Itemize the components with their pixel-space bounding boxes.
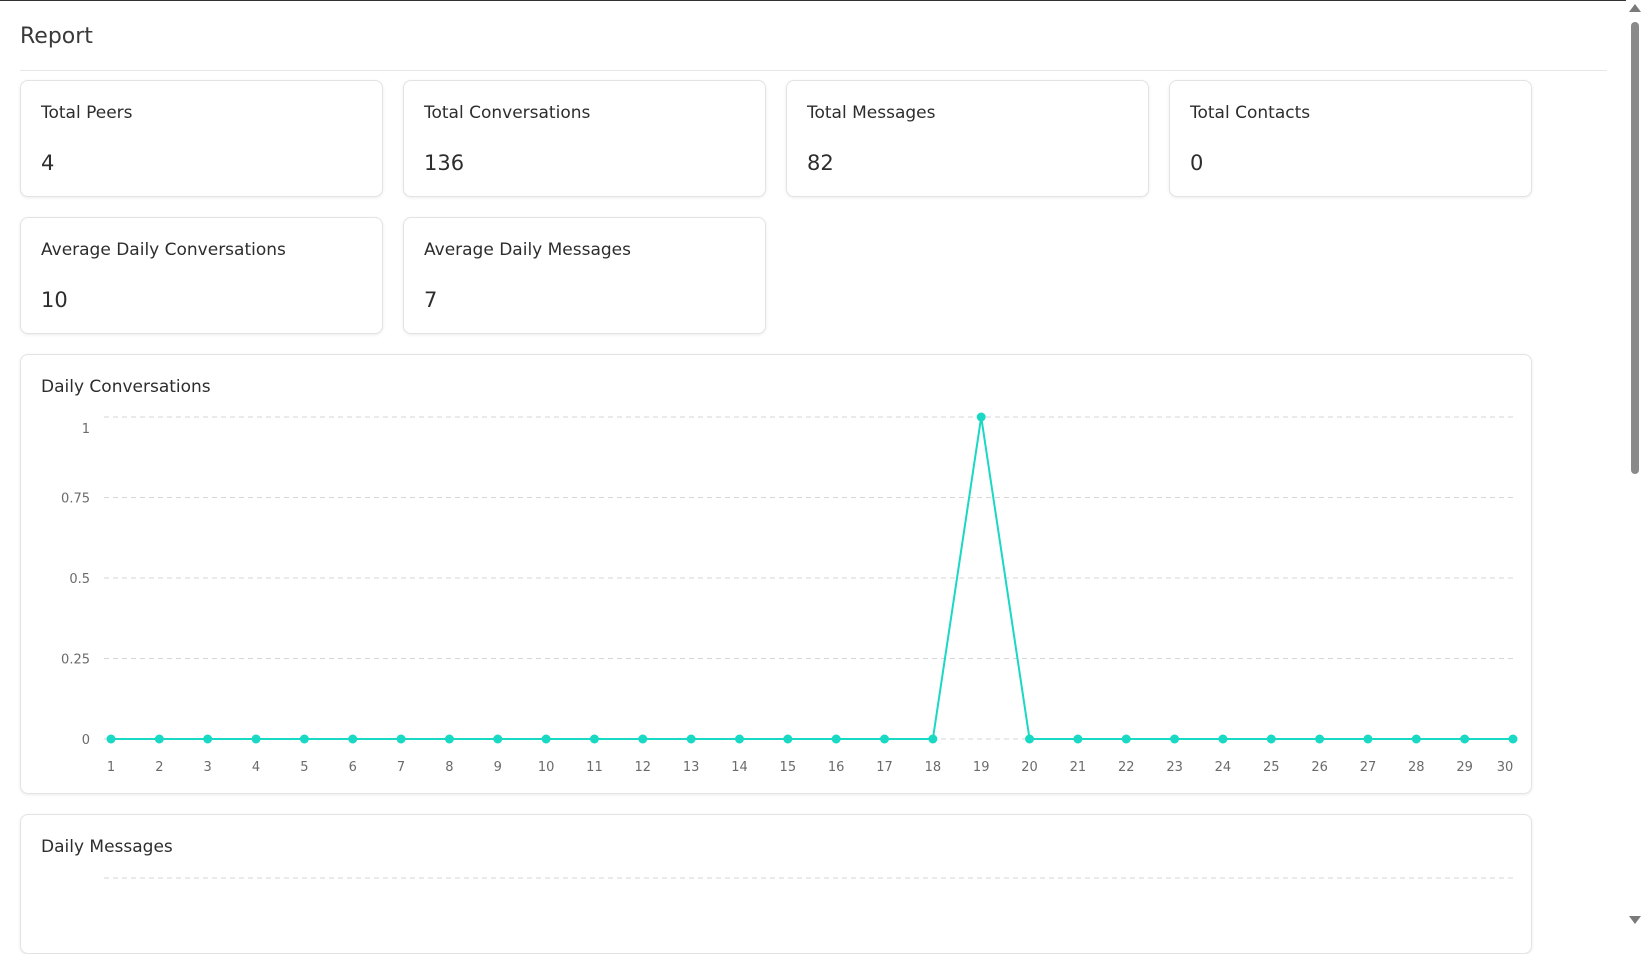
x-tick-label: 28	[1408, 760, 1425, 775]
y-tick-label: 0.75	[61, 492, 90, 507]
data-point	[1121, 734, 1131, 744]
x-tick-label: 3	[204, 760, 212, 775]
data-point	[106, 734, 116, 744]
data-point	[396, 734, 406, 744]
x-tick-label: 19	[973, 760, 990, 775]
data-point	[1508, 734, 1518, 744]
stat-value: 4	[41, 151, 55, 175]
data-point	[493, 734, 503, 744]
x-tick-label: 25	[1263, 760, 1280, 775]
chart-title: Daily Conversations	[41, 377, 211, 397]
x-tick-label: 14	[731, 760, 748, 775]
x-tick-label: 2	[155, 760, 163, 775]
stat-label: Average Daily Messages	[424, 240, 631, 260]
data-point	[638, 734, 648, 744]
page-title: Report	[20, 24, 93, 49]
y-tick-label: 0.25	[61, 653, 90, 668]
x-tick-label: 9	[494, 760, 502, 775]
stat-value: 82	[807, 151, 834, 175]
x-tick-label: 7	[397, 760, 405, 775]
x-tick-label: 13	[683, 760, 700, 775]
data-point	[154, 734, 164, 744]
data-point	[1025, 734, 1035, 744]
x-tick-label: 20	[1021, 760, 1038, 775]
data-point	[1363, 734, 1373, 744]
x-tick-label: 15	[780, 760, 797, 775]
x-tick-label: 24	[1215, 760, 1232, 775]
stat-card-total-messages: Total Messages 82	[786, 80, 1149, 197]
stat-label: Average Daily Conversations	[41, 240, 286, 260]
x-tick-label: 18	[925, 760, 942, 775]
x-tick-label: 12	[635, 760, 652, 775]
scroll-up-arrow-icon[interactable]	[1629, 4, 1641, 12]
data-point	[203, 734, 213, 744]
data-point	[928, 734, 938, 744]
data-point	[734, 734, 744, 744]
data-point	[1315, 734, 1325, 744]
x-tick-label: 23	[1166, 760, 1183, 775]
stat-card-avg-daily-conversations: Average Daily Conversations 10	[20, 217, 383, 334]
data-point	[976, 412, 986, 422]
data-point	[251, 734, 261, 744]
x-tick-label: 11	[586, 760, 603, 775]
stat-label: Total Messages	[807, 103, 936, 123]
stat-card-total-contacts: Total Contacts 0	[1169, 80, 1532, 197]
data-point	[880, 734, 890, 744]
stat-value: 10	[41, 288, 68, 312]
data-point	[541, 734, 551, 744]
scroll-down-arrow-icon[interactable]	[1629, 916, 1641, 924]
x-tick-label: 27	[1360, 760, 1377, 775]
x-tick-label: 8	[445, 760, 453, 775]
data-point	[831, 734, 841, 744]
stat-label: Total Conversations	[424, 103, 591, 123]
x-tick-label: 17	[876, 760, 893, 775]
stat-value: 0	[1190, 151, 1204, 175]
x-tick-label: 16	[828, 760, 845, 775]
data-point	[783, 734, 793, 744]
top-border	[0, 0, 1643, 1]
scroll-thumb[interactable]	[1631, 22, 1639, 474]
vertical-scrollbar[interactable]	[1626, 0, 1643, 928]
daily-conversations-chart-card: Daily Conversations 0 0.25 0.5 0.75 1 1 2 3 4 5 6 7…	[20, 354, 1532, 794]
x-tick-label: 10	[538, 760, 555, 775]
data-point	[1411, 734, 1421, 744]
title-divider	[20, 70, 1607, 71]
data-point	[348, 734, 358, 744]
report-page: Report Total Peers 4 Total Conversations…	[20, 0, 1607, 954]
stat-label: Total Peers	[41, 103, 133, 123]
daily-messages-chart-card: Daily Messages	[20, 814, 1532, 954]
data-point	[1218, 734, 1228, 744]
data-point	[1073, 734, 1083, 744]
x-tick-label: 4	[252, 760, 260, 775]
y-tick-label: 1	[82, 422, 90, 437]
x-tick-label: 6	[349, 760, 357, 775]
x-tick-label: 5	[300, 760, 308, 775]
data-point	[1460, 734, 1470, 744]
x-tick-label: 30	[1497, 760, 1514, 775]
data-point	[444, 734, 454, 744]
y-tick-label: 0	[82, 733, 90, 748]
y-tick-label: 0.5	[69, 572, 90, 587]
data-point	[589, 734, 599, 744]
stat-card-avg-daily-messages: Average Daily Messages 7	[403, 217, 766, 334]
x-tick-label: 1	[107, 760, 115, 775]
stat-card-total-conversations: Total Conversations 136	[403, 80, 766, 197]
stat-card-total-peers: Total Peers 4	[20, 80, 383, 197]
x-tick-label: 26	[1311, 760, 1328, 775]
chart-title: Daily Messages	[41, 837, 173, 857]
x-tick-label: 22	[1118, 760, 1135, 775]
stat-value: 136	[424, 151, 465, 175]
stat-value: 7	[424, 288, 438, 312]
data-point	[686, 734, 696, 744]
data-point	[299, 734, 309, 744]
series-line	[111, 416, 1513, 740]
stat-label: Total Contacts	[1190, 103, 1311, 123]
x-tick-label: 29	[1456, 760, 1473, 775]
x-tick-label: 21	[1070, 760, 1087, 775]
daily-messages-chart	[104, 877, 1514, 879]
data-point	[1170, 734, 1180, 744]
data-point	[1266, 734, 1276, 744]
